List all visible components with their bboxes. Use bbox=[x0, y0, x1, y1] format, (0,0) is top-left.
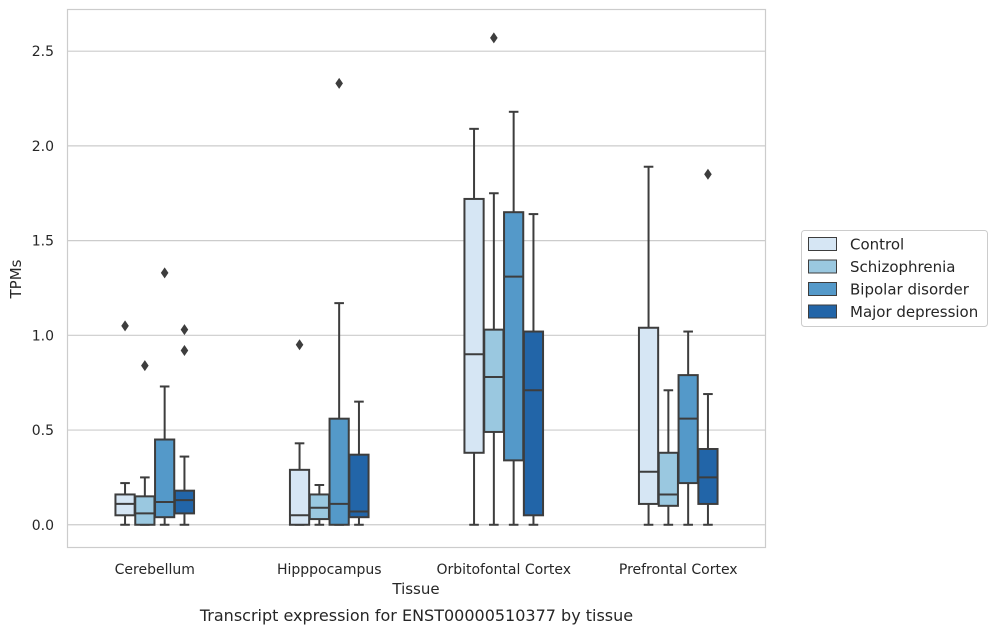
box-iqr bbox=[483, 328, 505, 433]
box-control bbox=[463, 127, 485, 526]
box-control bbox=[288, 339, 311, 526]
legend-label: Control bbox=[850, 236, 904, 254]
legend-swatch bbox=[808, 304, 837, 319]
legend-label: Bipolar disorder bbox=[850, 281, 970, 299]
outlier-point bbox=[160, 267, 169, 279]
box-schizophrenia bbox=[308, 483, 330, 526]
box-iqr bbox=[173, 489, 196, 515]
box-schizophrenia bbox=[483, 32, 505, 526]
y-tick-label: 2.5 bbox=[32, 44, 54, 60]
box-iqr bbox=[288, 468, 311, 526]
y-axis-label: TPMs bbox=[7, 259, 25, 299]
box-bipolar-disorder bbox=[328, 77, 350, 526]
y-tick-label: 0.0 bbox=[32, 518, 54, 534]
box-schizophrenia bbox=[134, 360, 156, 526]
y-tick-label: 1.0 bbox=[32, 328, 54, 344]
box-iqr bbox=[463, 197, 485, 454]
boxplots bbox=[114, 32, 719, 526]
x-tick-label: Prefrontal Cortex bbox=[619, 562, 738, 578]
chart-caption: Transcript expression for ENST0000051037… bbox=[199, 606, 634, 625]
y-tick-label: 1.5 bbox=[32, 234, 54, 250]
outlier-point bbox=[141, 360, 149, 372]
box-iqr bbox=[677, 374, 699, 485]
box-bipolar-disorder bbox=[677, 330, 699, 526]
y-tick-label: 2.0 bbox=[32, 139, 54, 155]
x-tick-label: Hipppocampus bbox=[277, 562, 382, 578]
box-bipolar-disorder bbox=[154, 267, 176, 526]
outlier-point bbox=[704, 168, 712, 180]
y-tick-labels: 0.0 0.5 1.0 1.5 2.0 2.5 bbox=[32, 44, 54, 534]
outlier-point bbox=[121, 320, 129, 332]
outlier-point bbox=[180, 324, 189, 336]
legend-swatch bbox=[808, 259, 837, 274]
x-tick-labels: Cerebellum Hipppocampus Orbitofontal Corte… bbox=[115, 562, 738, 578]
x-axis-label: Tissue bbox=[391, 580, 439, 598]
box-schizophrenia bbox=[657, 389, 679, 526]
legend-swatch bbox=[808, 282, 837, 296]
box-control bbox=[114, 320, 136, 526]
legend-label: Schizophrenia bbox=[850, 258, 955, 276]
box-bipolar-disorder bbox=[503, 110, 525, 526]
plot-frame bbox=[66, 8, 767, 549]
box-iqr bbox=[328, 417, 350, 526]
box-iqr bbox=[154, 438, 176, 519]
box-major-depression bbox=[522, 213, 545, 526]
box-iqr bbox=[503, 211, 525, 462]
outlier-point bbox=[490, 32, 498, 44]
legend: Control Schizophrenia Bipolar disorder Majo… bbox=[801, 230, 988, 327]
y-tick-label: 0.5 bbox=[32, 423, 54, 439]
box-control bbox=[637, 165, 660, 526]
box-iqr bbox=[522, 330, 545, 517]
outlier-point bbox=[295, 339, 304, 351]
legend-swatch bbox=[808, 237, 837, 251]
outlier-point bbox=[335, 77, 343, 89]
x-tick-label: Orbitofontal Cortex bbox=[436, 562, 571, 578]
box-iqr bbox=[134, 495, 156, 526]
outlier-point bbox=[180, 344, 189, 356]
legend-frame bbox=[801, 230, 988, 327]
box-major-depression bbox=[173, 324, 196, 526]
box-major-depression bbox=[348, 400, 370, 526]
box-iqr bbox=[348, 453, 370, 519]
box-major-depression bbox=[697, 168, 719, 526]
box-iqr bbox=[637, 326, 660, 505]
x-tick-label: Cerebellum bbox=[115, 562, 195, 578]
legend-label: Major depression bbox=[850, 303, 978, 321]
box-iqr bbox=[657, 451, 679, 507]
